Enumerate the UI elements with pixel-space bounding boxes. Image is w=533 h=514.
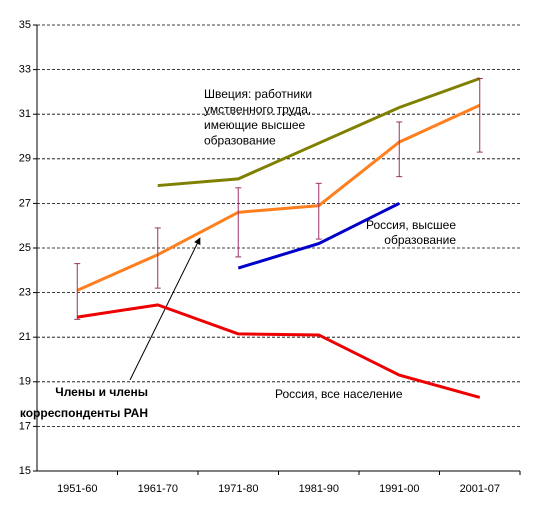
series-line — [157, 77, 481, 188]
annotation: Члены и члены — [55, 385, 148, 399]
x-tick-label: 2001-07 — [460, 483, 500, 495]
y-tick-label: 21 — [19, 331, 31, 343]
x-tick-label: 1981-90 — [299, 483, 339, 495]
x-tick-label: 1971-80 — [218, 483, 258, 495]
y-tick-label: 15 — [19, 465, 31, 477]
annotation: образование — [204, 134, 276, 148]
y-tick-label: 27 — [19, 197, 31, 209]
annotation: Россия, все население — [275, 387, 403, 401]
annotation: Швеция: работники — [204, 87, 312, 101]
annotation: образование — [384, 233, 456, 247]
annotation: имеющие высшее — [204, 118, 306, 132]
x-tick-label: 1951-60 — [57, 483, 97, 495]
y-tick-label: 23 — [19, 287, 31, 299]
series-line — [76, 103, 481, 292]
y-tick-label: 31 — [19, 108, 31, 120]
series-line — [77, 303, 481, 399]
y-tick-label: 29 — [19, 153, 31, 165]
x-tick-label: 1991-00 — [379, 483, 419, 495]
annotation: корреспонденты РАН — [20, 406, 148, 420]
y-tick-label: 35 — [19, 19, 31, 31]
y-tick-label: 25 — [19, 242, 31, 254]
x-tick-label: 1961-70 — [138, 483, 178, 495]
series-line — [237, 202, 400, 270]
y-tick-label: 19 — [19, 376, 31, 388]
y-tick-label: 33 — [19, 64, 31, 76]
y-tick-label: 17 — [19, 420, 31, 432]
annotation: умственного труда, — [204, 103, 311, 117]
annotation: Россия, высшее — [366, 218, 456, 232]
